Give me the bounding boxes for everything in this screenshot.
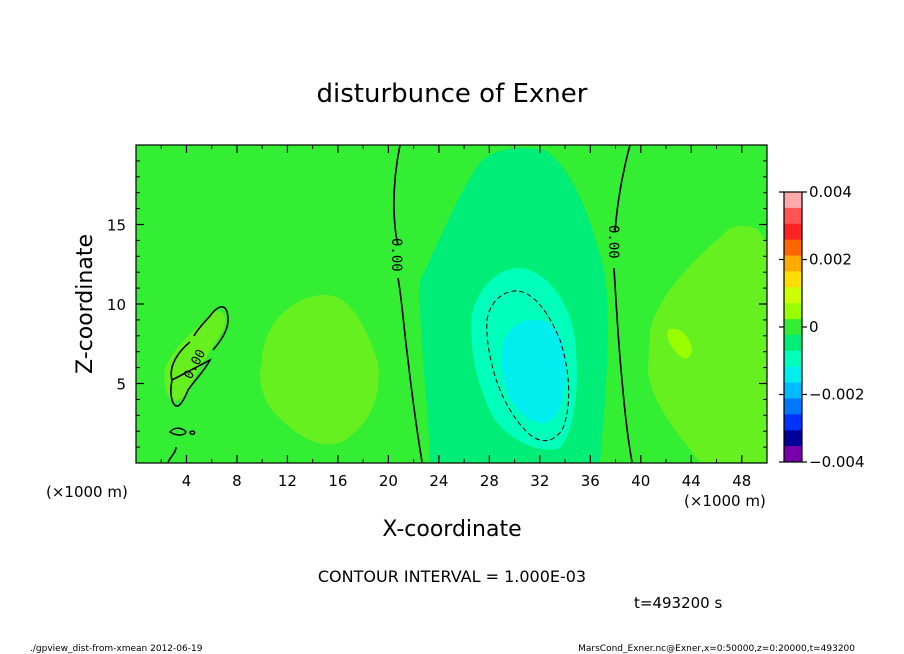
footer-right: MarsCond_Exner.nc@Exner,x=0:50000,z=0:20… — [578, 644, 855, 654]
colorbar-swatch — [784, 239, 802, 257]
colorbar-tick-label: 0.002 — [809, 251, 852, 269]
colorbar-swatch — [784, 398, 802, 415]
colorbar-tick-label: −0.004 — [809, 453, 865, 471]
colorbar-swatch — [784, 430, 802, 447]
y-tick-label: 5 — [116, 376, 126, 394]
colorbar-ticks: 0.004 0.002 0 −0.002 −0.004 — [779, 183, 865, 471]
time-label: t=493200 s — [634, 594, 722, 612]
contour-zero-right — [613, 145, 633, 463]
y-tick-label: 10 — [107, 296, 126, 314]
x-tick-label: 40 — [631, 472, 650, 490]
plot-area — [136, 145, 767, 463]
colorbar-swatch — [784, 414, 802, 431]
positive-peak-right — [667, 328, 692, 359]
colorbar-tick-label: 0 — [809, 318, 819, 336]
colorbar-swatch — [784, 319, 802, 336]
x-tick-label: 4 — [182, 472, 192, 490]
colorbar-swatch — [784, 303, 802, 320]
colorbar-swatch — [784, 334, 802, 352]
x-axis-ticks: 4 8 12 16 20 24 28 32 36 40 44 48 — [160, 145, 751, 490]
colorbar-swatch — [784, 382, 802, 399]
y-axis-label: Z-coordinate — [73, 234, 98, 374]
x-axis-label: X-coordinate — [382, 517, 521, 542]
colorbar-swatch — [784, 192, 802, 209]
colorbar-swatch — [784, 255, 802, 272]
colorbar-swatch — [784, 207, 802, 225]
colorbar — [784, 192, 802, 463]
colorbar-swatch — [784, 287, 802, 304]
contour-zero-left-loop — [170, 306, 229, 407]
x-tick-label: 48 — [732, 472, 751, 490]
x-tick-label: 36 — [581, 472, 600, 490]
contour-small-loop — [168, 427, 196, 436]
positive-region-right — [648, 225, 767, 462]
contour-bottom-left — [167, 446, 177, 463]
x-tick-label: 24 — [429, 472, 448, 490]
colorbar-swatch — [784, 366, 802, 384]
colorbar-swatch — [784, 446, 802, 463]
x-tick-label: 28 — [480, 472, 499, 490]
x-unit-label-left: (×1000 m) — [46, 483, 128, 501]
contour-interval-text: CONTOUR INTERVAL = 1.000E-03 — [318, 567, 586, 586]
colorbar-tick-label: −0.002 — [809, 386, 865, 404]
positive-patch-left-upper — [164, 311, 226, 401]
chart-title: disturbunce of Exner — [317, 79, 588, 109]
x-tick-label: 16 — [328, 472, 347, 490]
contour-zero-left — [393, 145, 423, 463]
y-axis-ticks: 5 10 15 — [107, 160, 767, 448]
colorbar-swatch — [784, 271, 802, 288]
y-tick-label: 15 — [107, 217, 126, 235]
contour-label-right: 0.00 — [605, 225, 621, 259]
contour-negative-dashed — [486, 290, 570, 441]
colorbar-swatch — [784, 350, 802, 368]
x-tick-label: 44 — [682, 472, 701, 490]
x-tick-label: 12 — [278, 472, 297, 490]
x-unit-label-right: (×1000 m) — [684, 492, 766, 510]
x-tick-label: 20 — [379, 472, 398, 490]
x-tick-label: 32 — [530, 472, 549, 490]
colorbar-tick-label: 0.004 — [809, 183, 852, 201]
colorbar-swatch — [784, 223, 802, 241]
contour-label-left: 0.00 — [388, 238, 404, 272]
x-tick-label: 8 — [232, 472, 242, 490]
footer-left: ./gpview_dist-from-xmean 2012-06-19 — [30, 644, 203, 654]
positive-region-left — [260, 294, 379, 445]
negative-region-core — [501, 319, 567, 424]
